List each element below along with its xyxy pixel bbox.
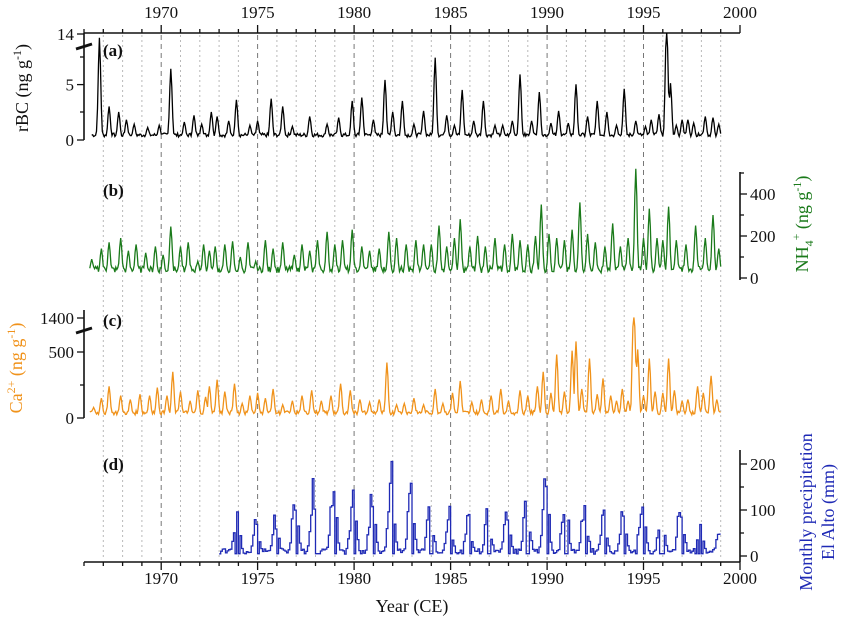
panel-a-y-ticks: 0 5 14 bbox=[57, 25, 84, 150]
panel-d-y-ticks: 0 100 200 bbox=[740, 455, 776, 566]
panel-c-y-title: Ca2+ (ng g-1) bbox=[4, 323, 27, 414]
panel-d-y-title-line1: Monthly precipitation bbox=[796, 433, 816, 590]
bottom-tick-label-2000: 2000 bbox=[723, 569, 757, 588]
b-ticks-label: 0 bbox=[750, 269, 759, 288]
a-ticks-label: 0 bbox=[66, 131, 75, 150]
panel-d-label: (d) bbox=[103, 455, 124, 474]
ca-line bbox=[89, 317, 721, 417]
year-grid bbox=[102, 35, 722, 560]
top-tick-label-2000: 2000 bbox=[723, 3, 757, 22]
panel-a-y-title: rBC (ng g-1) bbox=[10, 44, 33, 132]
bottom-tick-label-1985: 1985 bbox=[434, 569, 468, 588]
panel-c-axis-break bbox=[75, 326, 93, 335]
bottom-axis-tick-labels: 1970 1975 1980 1985 1990 1995 2000 bbox=[144, 569, 757, 588]
panel-d-y-title-line2: El Alto (mm) bbox=[818, 464, 839, 560]
nh4-line bbox=[89, 168, 722, 275]
panel-a-axis-break bbox=[75, 42, 93, 51]
top-tick-label-1975: 1975 bbox=[241, 3, 275, 22]
precipitation-step-line bbox=[219, 460, 721, 555]
c-ticks-label: 0 bbox=[66, 409, 75, 428]
panel-b-y-ticks: 0 200 400 bbox=[740, 172, 776, 288]
d-ticks-label: 100 bbox=[750, 501, 776, 520]
bottom-axis-ticks bbox=[83, 562, 741, 570]
a-ticks-label: 5 bbox=[66, 76, 75, 95]
top-tick-label-1970: 1970 bbox=[144, 3, 178, 22]
panel-d: 0 100 200 (d) Monthly precipitation El Alt… bbox=[103, 433, 839, 590]
bottom-tick-label-1990: 1990 bbox=[530, 569, 564, 588]
c-ticks-label: 1400 bbox=[40, 309, 74, 328]
bottom-tick-label-1970: 1970 bbox=[144, 569, 178, 588]
a-ticks-label: 14 bbox=[57, 25, 75, 44]
top-axis-ticks bbox=[83, 25, 741, 33]
panel-b-y-title: NH4+ (ng g-1) bbox=[789, 176, 816, 273]
panel-b-label: (b) bbox=[103, 181, 124, 200]
panel-c: 0 500 1400 (c) Ca2+ (ng g-1) bbox=[4, 309, 721, 428]
top-tick-label-1995: 1995 bbox=[627, 3, 661, 22]
bottom-tick-label-1975: 1975 bbox=[241, 569, 275, 588]
b-ticks-label: 200 bbox=[750, 227, 776, 246]
panel-c-label: (c) bbox=[103, 311, 122, 330]
rbc-line bbox=[91, 33, 722, 139]
bottom-axis: 1970 1975 1980 1985 1990 1995 2000 Year (CE) bbox=[83, 561, 757, 617]
top-tick-label-1985: 1985 bbox=[434, 3, 468, 22]
panel-c-y-ticks: 0 500 1400 bbox=[40, 309, 84, 428]
c-ticks-label: 500 bbox=[49, 343, 75, 362]
top-axis-tick-labels: 1970 1975 1980 1985 1990 1995 2000 bbox=[144, 3, 757, 22]
d-ticks-label: 200 bbox=[750, 455, 776, 474]
d-ticks-label: 0 bbox=[750, 547, 759, 566]
panel-a-label: (a) bbox=[103, 41, 123, 60]
top-tick-label-1980: 1980 bbox=[337, 3, 371, 22]
panel-a: 0 5 14 (a) rBC (ng g-1) bbox=[10, 25, 722, 150]
x-axis-title: Year (CE) bbox=[376, 596, 449, 617]
bottom-tick-label-1995: 1995 bbox=[627, 569, 661, 588]
top-axis: 1970 1975 1980 1985 1990 1995 2000 bbox=[83, 3, 757, 34]
b-ticks-label: 400 bbox=[750, 185, 776, 204]
bottom-tick-label-1980: 1980 bbox=[337, 569, 371, 588]
panel-b: 0 200 400 (b) NH4+ (ng g-1) bbox=[89, 168, 816, 288]
top-tick-label-1990: 1990 bbox=[530, 3, 564, 22]
